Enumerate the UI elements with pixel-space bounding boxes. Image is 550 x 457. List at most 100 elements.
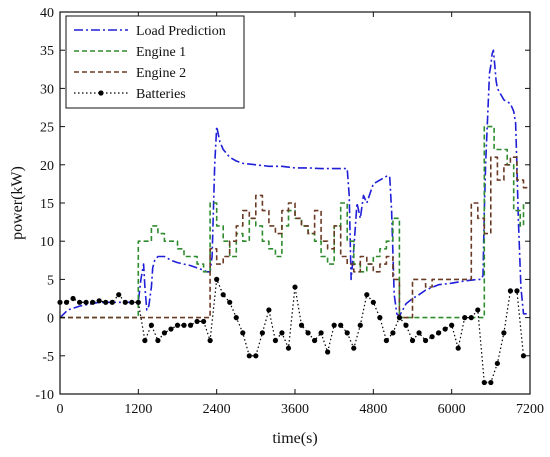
x-axis-title: time(s) (272, 430, 317, 447)
data-point (207, 337, 213, 344)
y-tick-label: 20 (40, 159, 54, 174)
data-point (520, 353, 527, 359)
data-point (357, 322, 363, 328)
data-point (475, 307, 481, 313)
data-point (481, 379, 487, 386)
y-tick-label: 30 (40, 82, 54, 97)
data-point (462, 315, 468, 321)
data-point (220, 292, 226, 298)
y-tick-label: 35 (40, 44, 54, 59)
y-tick-label: 5 (47, 273, 54, 288)
data-point (174, 322, 181, 328)
data-point (194, 318, 200, 325)
y-tick-label: 40 (40, 6, 54, 21)
legend-box (65, 15, 245, 109)
data-point (246, 353, 252, 359)
x-tick-label: 1200 (124, 402, 152, 417)
data-point (227, 299, 233, 305)
data-point (429, 334, 435, 340)
y-tick-label: -10 (35, 388, 54, 403)
data-point (129, 299, 135, 305)
data-point (370, 299, 376, 305)
data-point (377, 315, 383, 321)
series-line (59, 49, 527, 319)
data-point (96, 298, 102, 304)
data-point (436, 330, 442, 336)
series-layer (57, 49, 530, 386)
data-point (272, 337, 279, 344)
data-point (240, 330, 246, 336)
data-point (501, 330, 507, 336)
series-line (60, 156, 530, 319)
data-point (90, 299, 96, 305)
legend: Load Prediction Engine 1 Engine 2 Batteries (65, 15, 245, 109)
series-line (60, 278, 525, 384)
data-point (351, 345, 357, 351)
legend-marker (98, 90, 104, 96)
data-point (409, 337, 416, 344)
data-point (70, 295, 76, 302)
data-point (279, 330, 285, 336)
data-point (449, 322, 455, 328)
data-point (63, 299, 70, 305)
data-point (259, 330, 265, 336)
data-point (318, 330, 324, 336)
x-tick-label: 0 (57, 402, 64, 417)
data-point (181, 322, 187, 328)
data-point (344, 330, 350, 336)
data-point (416, 330, 422, 336)
data-point (83, 299, 89, 305)
y-tick-label: -5 (42, 350, 54, 365)
data-point (109, 299, 115, 305)
data-point (311, 337, 318, 344)
data-point (298, 322, 305, 328)
data-point (396, 315, 403, 321)
data-point (468, 315, 474, 321)
data-point (364, 292, 370, 298)
data-point (253, 353, 259, 359)
y-axis-title: power(kW) (9, 166, 26, 240)
data-point (403, 322, 409, 328)
data-point (488, 379, 494, 386)
data-point (390, 330, 396, 336)
y-tick-label: 10 (40, 235, 54, 250)
series-1 (59, 49, 527, 319)
legend-label: Batteries (136, 87, 186, 102)
data-point (455, 345, 461, 351)
data-point (305, 330, 311, 336)
x-tick-label: 6000 (438, 402, 466, 417)
data-point (122, 299, 128, 305)
y-tick-label: 0 (47, 312, 54, 327)
data-point (325, 349, 331, 355)
ticks-layer: 0 1200 2400 3600 4800 6000 7200 -10 -5 0 5 10 15 20 25… (35, 6, 544, 417)
data-point (507, 288, 514, 294)
x-tick-label: 4800 (359, 402, 387, 417)
data-point (422, 337, 429, 344)
data-point (142, 337, 148, 344)
data-point (76, 299, 83, 305)
legend-label: Load Prediction (136, 24, 226, 39)
data-point (187, 322, 194, 328)
data-point (514, 288, 520, 294)
data-point (285, 345, 292, 351)
legend-label: Engine 1 (136, 45, 186, 60)
x-tick-label: 3600 (281, 402, 309, 417)
series-4 (57, 276, 527, 386)
data-point (233, 315, 239, 321)
data-point (103, 299, 109, 305)
data-point (148, 322, 154, 328)
x-tick-label: 2400 (203, 402, 231, 417)
series-3 (60, 156, 530, 319)
data-point (155, 337, 161, 344)
data-point (161, 330, 168, 336)
data-point (168, 326, 174, 332)
data-point (292, 284, 298, 290)
data-point (338, 322, 344, 328)
data-point (383, 337, 389, 344)
y-tick-label: 25 (40, 121, 54, 136)
data-point (266, 307, 272, 313)
data-point (214, 276, 220, 282)
data-point (442, 326, 448, 332)
